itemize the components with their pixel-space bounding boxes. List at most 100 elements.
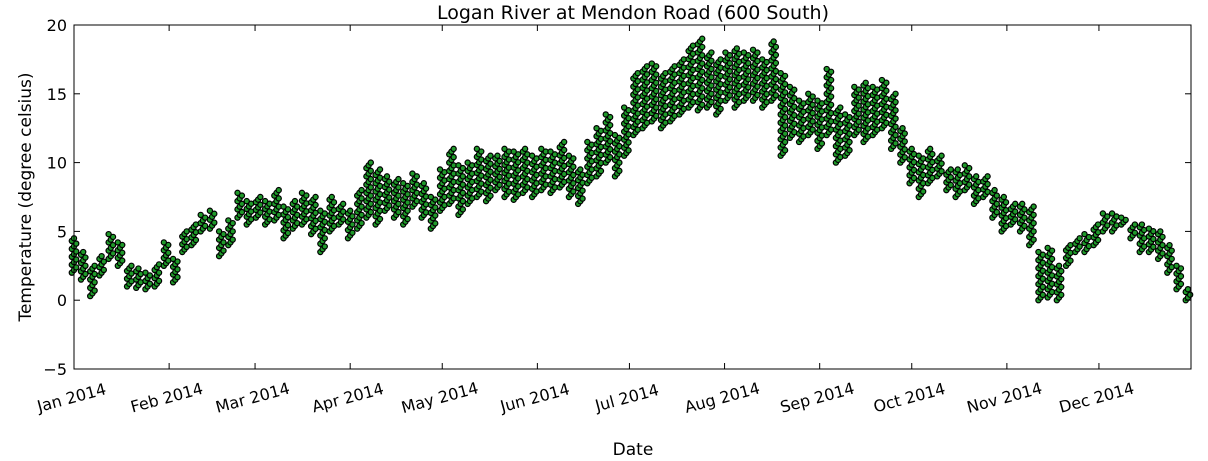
data-point [261, 197, 269, 205]
data-point [400, 180, 407, 187]
data-point [413, 173, 421, 180]
data-point [1138, 221, 1146, 228]
data-point [606, 146, 614, 153]
data-point [1044, 244, 1051, 252]
data-point [984, 173, 991, 180]
data-point [827, 101, 835, 109]
data-point [759, 56, 766, 63]
data-point [699, 35, 706, 42]
data-point [1104, 222, 1111, 229]
data-point [699, 85, 706, 92]
data-point [109, 250, 117, 257]
data-point [459, 197, 467, 205]
data-point [510, 148, 517, 155]
data-point [717, 105, 724, 113]
y-tick-label: 5 [57, 222, 67, 241]
data-point [781, 105, 789, 113]
data-point [791, 95, 798, 102]
data-point [855, 94, 862, 101]
data-point [321, 243, 328, 250]
data-point [1159, 241, 1166, 249]
data-point [376, 215, 384, 223]
data-point [1145, 225, 1153, 232]
data-point [82, 262, 89, 269]
data-point [652, 87, 660, 95]
data-point [197, 211, 204, 219]
data-point [726, 84, 734, 91]
data-point [602, 111, 609, 118]
data-point [699, 52, 706, 59]
data-point [643, 63, 651, 70]
data-point [786, 83, 794, 91]
data-point [330, 199, 338, 206]
data-point [855, 110, 862, 117]
data-point [643, 71, 651, 78]
data-point [993, 200, 1001, 208]
data-point [109, 233, 117, 241]
data-point [386, 202, 393, 209]
data-point [420, 180, 428, 187]
data-point [708, 65, 715, 73]
data-point [386, 194, 393, 201]
data-point [862, 79, 869, 86]
data-point [901, 130, 908, 137]
data-point [652, 112, 660, 120]
plot-data [68, 35, 1194, 304]
data-point [487, 160, 494, 167]
data-point [155, 269, 163, 276]
data-point [312, 201, 319, 209]
data-point [726, 92, 734, 99]
data-point [1021, 214, 1028, 221]
data-point [961, 162, 968, 169]
data-point [455, 162, 462, 169]
data-point [1159, 250, 1166, 257]
data-point [367, 200, 374, 208]
data-point [892, 90, 899, 98]
data-point [496, 157, 503, 165]
x-tick-label: Jul 2014 [592, 380, 661, 415]
data-point [648, 60, 655, 67]
data-point [211, 210, 218, 217]
data-point [597, 167, 605, 175]
data-point [805, 90, 812, 98]
data-point [652, 104, 660, 111]
data-point [772, 92, 780, 99]
data-point [450, 145, 457, 153]
data-point [892, 140, 899, 147]
data-point [570, 155, 577, 162]
plot-frame [73, 24, 1192, 370]
data-point [321, 235, 328, 242]
data-point [464, 159, 471, 166]
data-point [616, 167, 623, 175]
y-tick-label: 15 [47, 85, 67, 104]
data-point [837, 104, 844, 111]
x-tick-label: Dec 2014 [1057, 379, 1136, 417]
data-point [146, 280, 154, 287]
data-point [841, 111, 849, 118]
data-point [781, 80, 789, 88]
data-point [625, 139, 632, 146]
data-point [965, 181, 973, 188]
data-point [215, 228, 223, 235]
data-point [699, 101, 706, 109]
data-point [1048, 255, 1056, 263]
data-point [708, 57, 715, 64]
data-point [395, 175, 402, 183]
data-point [98, 252, 105, 260]
data-point [404, 199, 411, 206]
data-point [395, 184, 402, 191]
data-point [487, 192, 494, 199]
data-point [169, 255, 177, 263]
data-point [754, 49, 761, 56]
data-point [229, 228, 236, 235]
data-point [404, 191, 411, 198]
data-point [395, 208, 402, 216]
data-point [1021, 222, 1028, 230]
data-point [809, 93, 816, 100]
data-point [652, 96, 660, 103]
data-point [349, 221, 356, 228]
data-point [772, 43, 780, 51]
data-point [459, 206, 467, 213]
data-point [954, 166, 961, 173]
x-tick-label: Mar 2014 [213, 379, 291, 417]
